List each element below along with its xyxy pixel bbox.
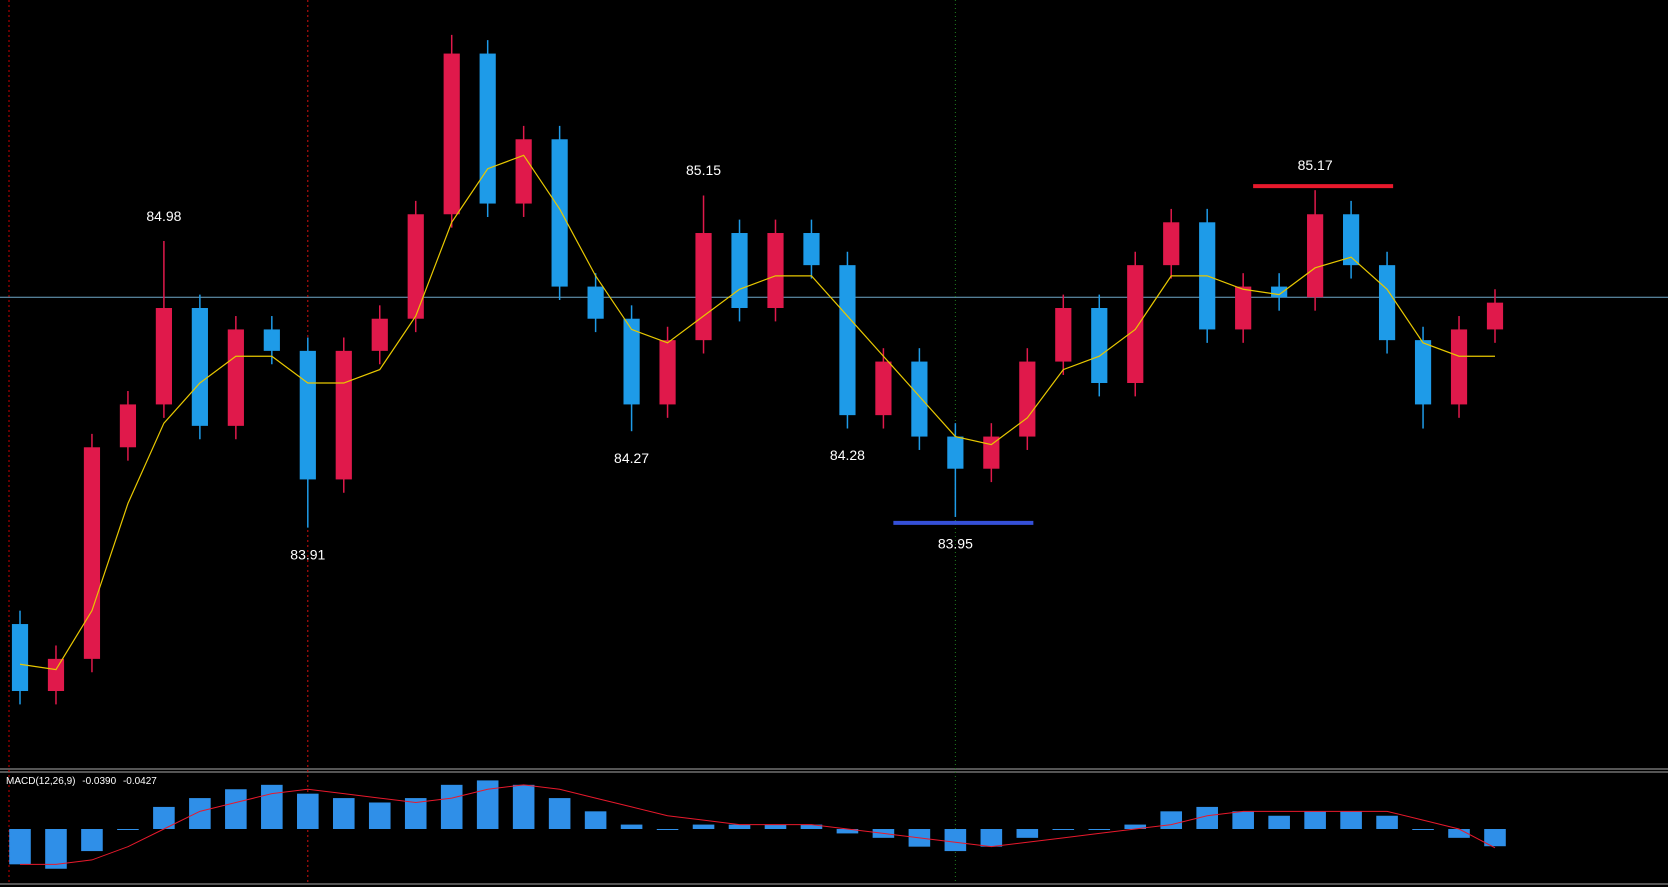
candle-body (1091, 308, 1108, 383)
candle-body (1271, 286, 1288, 298)
candle-body (263, 329, 280, 351)
macd-bar (1016, 829, 1039, 838)
price-annotation: 84.28 (830, 447, 865, 463)
macd-bar (620, 824, 643, 829)
macd-bar (1484, 829, 1506, 847)
macd-bar (1412, 829, 1434, 830)
candle-body (1343, 214, 1360, 266)
candle-body (1378, 265, 1396, 341)
macd-bar (1268, 815, 1290, 829)
macd-bar (261, 784, 283, 829)
macd-bar (656, 829, 679, 830)
candle-body (839, 265, 856, 416)
price-annotation: 84.98 (146, 208, 181, 224)
macd-bar (332, 798, 355, 829)
candle-body (443, 53, 460, 215)
candle-body (47, 658, 65, 692)
candle-body (1486, 302, 1504, 330)
candle-body (11, 624, 29, 692)
macd-bar (1376, 815, 1398, 829)
macd-bar (728, 824, 751, 829)
macd-bar (1232, 811, 1254, 829)
candle-body (227, 329, 244, 426)
candle-body (515, 139, 532, 204)
macd-bar (45, 829, 67, 869)
macd-bar (548, 798, 571, 829)
candle-body (695, 233, 712, 341)
candle-body (371, 318, 388, 351)
candle-body (1163, 222, 1180, 266)
candle-body (1127, 265, 1144, 383)
macd-bar (225, 789, 247, 829)
candle-body (299, 350, 316, 480)
macd-bar (189, 798, 211, 829)
candle-body (1414, 340, 1432, 405)
macd-bar (153, 806, 175, 829)
candle-body (335, 350, 352, 480)
candle-body (731, 233, 748, 309)
candle-body (983, 436, 1000, 469)
moving-average (19, 154, 1495, 671)
candle-body (1055, 308, 1072, 362)
macd-bar (440, 784, 463, 829)
macd-signal: -0.0427 (123, 776, 157, 787)
candle-body (911, 361, 928, 437)
candle-body (407, 214, 424, 319)
macd-bar (9, 829, 31, 865)
price-annotation: 83.95 (938, 536, 973, 552)
candle-body (1019, 361, 1036, 437)
candle-body (587, 286, 604, 319)
macd-bar (1304, 811, 1326, 829)
candle-body (155, 308, 172, 405)
price-annotation: 85.15 (686, 162, 721, 178)
candle-body (659, 340, 676, 405)
macd-bar (692, 824, 715, 829)
macd-bar (1196, 806, 1218, 829)
macd-bar (1340, 811, 1362, 829)
candle-body (1450, 329, 1468, 405)
macd-bar (368, 802, 391, 829)
macd-bar (980, 829, 1003, 847)
candle-body (479, 53, 496, 204)
macd-bar (1448, 829, 1470, 838)
candle-body (1307, 214, 1324, 298)
macd-bar (944, 829, 967, 852)
macd-bar (1160, 811, 1183, 829)
candle-body (947, 436, 964, 469)
macd-title: MACD(12,26,9) (6, 776, 75, 787)
candle-body (767, 233, 784, 309)
macd-bar (836, 829, 859, 834)
macd-bar (512, 784, 535, 829)
price-annotation: 83.91 (290, 546, 325, 562)
macd-bar (1052, 829, 1075, 830)
macd-bar (800, 824, 823, 829)
macd-bar (404, 798, 427, 829)
macd-bar (117, 829, 139, 830)
macd-signal-line (20, 784, 1496, 865)
candle-body (623, 318, 640, 405)
macd-bar (584, 811, 607, 829)
candle-body (83, 447, 101, 659)
macd-main: -0.0390 (82, 776, 116, 787)
macd-bar (81, 829, 103, 852)
macd-bar (1088, 829, 1111, 830)
price-annotation: 84.27 (614, 450, 649, 466)
macd-bar (764, 824, 787, 829)
candle-body (191, 308, 208, 426)
macd-bar (476, 780, 499, 829)
candle-body (803, 233, 820, 266)
candle-body (119, 404, 137, 448)
candle-body (875, 361, 892, 416)
macd-bar (1124, 824, 1147, 829)
candle-body (1235, 286, 1252, 330)
candle-body (551, 139, 568, 287)
macd-bar (297, 793, 319, 829)
macd-legend: MACD(12,26,9) -0.0390 -0.0427 (6, 776, 157, 787)
price-annotation: 85.17 (1298, 157, 1333, 173)
